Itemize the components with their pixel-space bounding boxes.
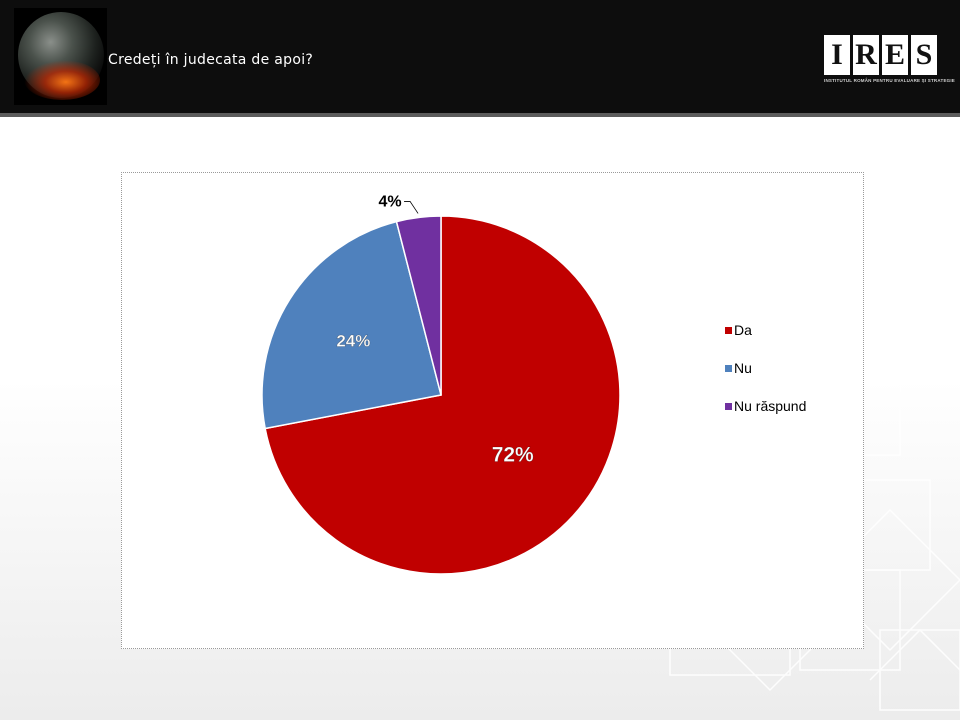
globe-image [14,8,107,105]
header-divider [0,113,960,117]
pie-slice-nu [261,220,442,430]
slide-title: Credeți în judecata de apoi? [108,52,314,68]
logo-subtitle: INSTITUTUL ROMÂN PENTRU EVALUARE ȘI STRA… [824,78,956,83]
logo-letter-s: S [911,35,937,75]
legend-swatch-nu-raspund [725,403,732,410]
data-label-nu-raspund: 4% [379,193,402,210]
logo-letter-e: E [882,35,908,75]
legend-swatch-nu [725,365,732,372]
pie-chart: 72% 24% 4% Da Nu Nu răspund [261,193,806,575]
logo-letter-i: I [824,35,850,75]
ires-logo: I R E S INSTITUTUL ROMÂN PENTRU EVALUARE… [824,35,956,85]
chart-frame: 72% 24% 4% Da Nu Nu răspund [121,172,864,649]
legend-label-da: Da [734,322,752,338]
logo-letter-r: R [853,35,879,75]
pie-slice-nu-raspund [395,215,442,396]
data-label-da: 72% [492,443,534,466]
legend-swatch-da [725,327,732,334]
header-bar: Credeți în judecata de apoi? I R E S INS… [0,0,960,113]
pie-slice-da [264,215,621,575]
data-label-nu: 24% [336,331,370,350]
leader-line-nu-raspund [404,201,419,214]
fire-glow [24,60,100,100]
legend-label-nu: Nu [734,360,752,376]
legend-label-nu-raspund: Nu răspund [734,398,806,414]
